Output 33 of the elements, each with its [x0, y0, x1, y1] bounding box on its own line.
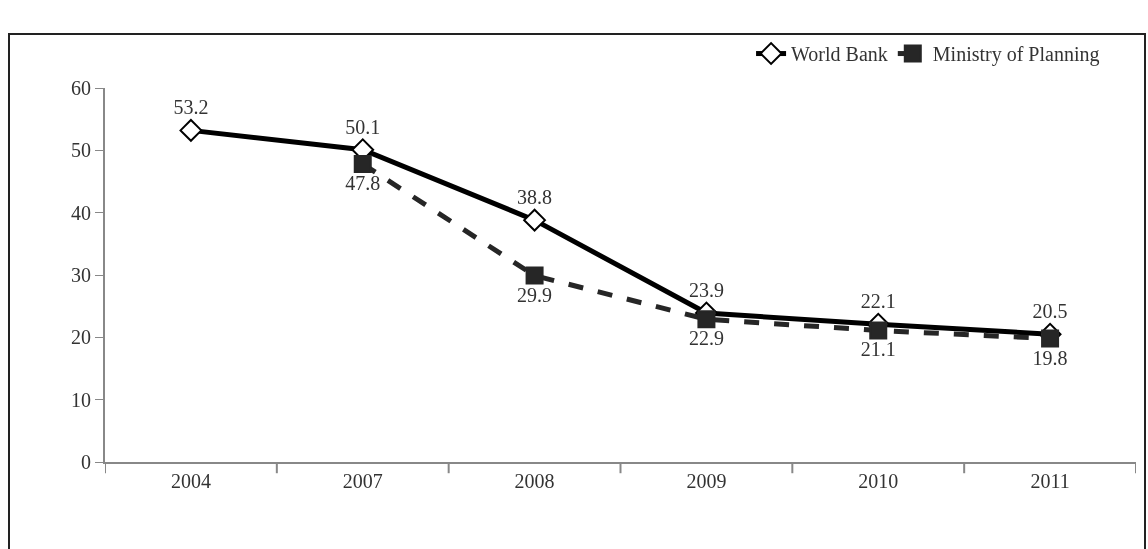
- legend-label: Ministry of Planning: [932, 43, 1100, 67]
- point: [523, 208, 546, 232]
- point: [869, 321, 888, 340]
- data-label: 47.8: [345, 172, 381, 195]
- x-tick-label: 2009: [686, 470, 727, 492]
- data-label: 20.5: [1032, 300, 1068, 323]
- data-label: 23.9: [688, 279, 724, 302]
- x-tick-label: 2007: [342, 470, 383, 492]
- y-tick-label: 20: [71, 326, 91, 349]
- data-label: 19.8: [1032, 346, 1068, 369]
- x-tick-label: 2010: [858, 470, 899, 492]
- y-tick-label: 50: [71, 139, 91, 162]
- x-tick-label: 2008: [514, 470, 555, 492]
- data-label: 53.2: [173, 96, 209, 119]
- point: [697, 310, 716, 329]
- data-label: 22.9: [688, 327, 724, 350]
- data-label: 29.9: [517, 283, 553, 306]
- y-tick-label: 0: [81, 451, 91, 473]
- point: [179, 118, 203, 142]
- data-label: 38.8: [517, 186, 553, 209]
- point: [353, 155, 372, 174]
- legend-label: World Bank: [791, 43, 888, 66]
- y-tick-label: 40: [71, 201, 91, 224]
- y-tick-label: 30: [71, 264, 91, 286]
- data-label: 22.1: [860, 290, 896, 313]
- data-label: 21.1: [860, 338, 896, 361]
- x-tick-label: 2011: [1030, 470, 1070, 492]
- point: [525, 266, 544, 285]
- x-tick-label: 2004: [170, 470, 211, 492]
- y-tick-label: 60: [71, 77, 91, 99]
- data-label: 50.1: [345, 115, 381, 138]
- point: [1041, 329, 1060, 348]
- y-tick-label: 10: [71, 388, 91, 411]
